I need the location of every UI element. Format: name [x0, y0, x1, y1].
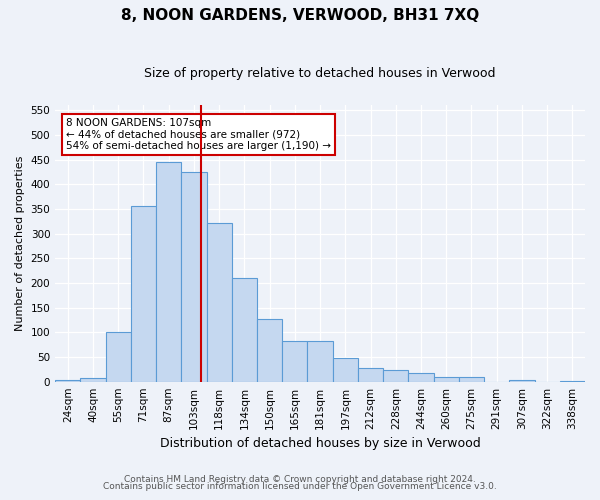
Text: 8 NOON GARDENS: 107sqm
← 44% of detached houses are smaller (972)
54% of semi-de: 8 NOON GARDENS: 107sqm ← 44% of detached…: [66, 118, 331, 151]
Y-axis label: Number of detached properties: Number of detached properties: [15, 156, 25, 331]
Text: 8, NOON GARDENS, VERWOOD, BH31 7XQ: 8, NOON GARDENS, VERWOOD, BH31 7XQ: [121, 8, 479, 22]
Bar: [332, 358, 358, 382]
Bar: [307, 341, 332, 382]
Bar: [156, 162, 181, 382]
Text: Contains public sector information licensed under the Open Government Licence v3: Contains public sector information licen…: [103, 482, 497, 491]
X-axis label: Distribution of detached houses by size in Verwood: Distribution of detached houses by size …: [160, 437, 481, 450]
Bar: [434, 376, 459, 382]
Bar: [181, 172, 206, 382]
Bar: [383, 370, 409, 382]
Bar: [106, 332, 131, 382]
Title: Size of property relative to detached houses in Verwood: Size of property relative to detached ho…: [145, 68, 496, 80]
Bar: [358, 368, 383, 382]
Bar: [232, 278, 257, 382]
Bar: [509, 380, 535, 382]
Bar: [409, 373, 434, 382]
Text: Contains HM Land Registry data © Crown copyright and database right 2024.: Contains HM Land Registry data © Crown c…: [124, 474, 476, 484]
Bar: [80, 378, 106, 382]
Bar: [459, 376, 484, 382]
Bar: [206, 222, 232, 382]
Bar: [560, 380, 585, 382]
Bar: [257, 318, 282, 382]
Bar: [282, 341, 307, 382]
Bar: [131, 206, 156, 382]
Bar: [55, 380, 80, 382]
